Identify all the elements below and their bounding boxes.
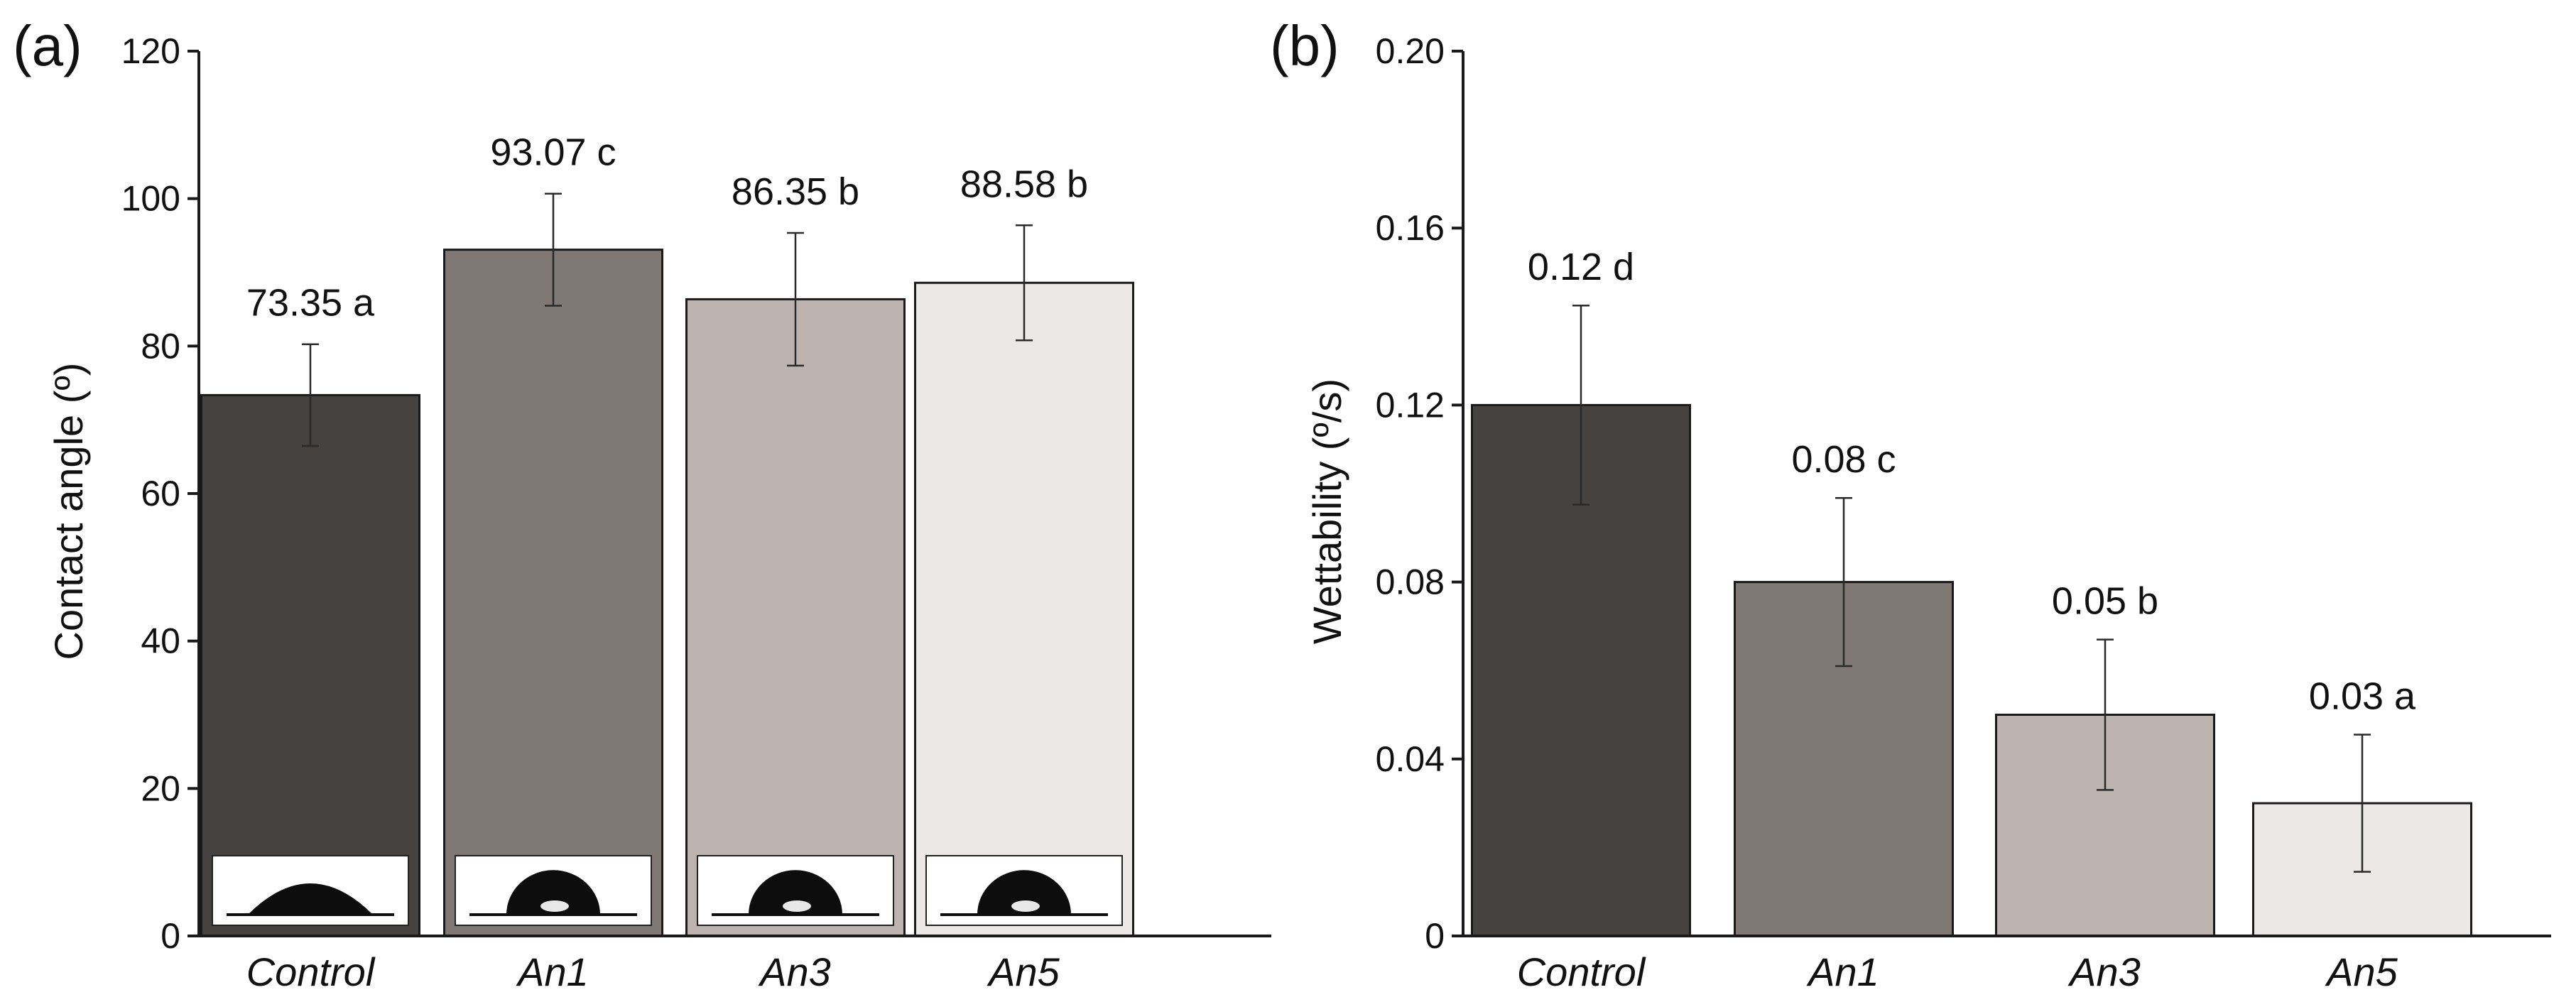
y-tick-label: 0.12 (1376, 385, 1445, 425)
y-tick-label: 100 (121, 179, 180, 219)
x-tick-label-an5: An5 (2325, 949, 2398, 994)
bar-an3 (685, 298, 906, 937)
droplet-an1-icon (455, 855, 652, 926)
bar-control (200, 393, 420, 937)
panel-a-bars (200, 249, 1134, 937)
x-tick-label-an3: An3 (2067, 949, 2141, 994)
bar-an5 (914, 281, 1134, 937)
y-tick-label: 0.04 (1376, 739, 1445, 779)
y-tick-label: 120 (121, 31, 180, 71)
panel-b-data-labels: 0.12 d 0.08 c 0.05 b 0.03 a (1528, 246, 2416, 717)
y-tick-label: 0 (161, 916, 180, 956)
y-tick-label: 0.16 (1376, 208, 1445, 248)
x-tick-label-control: Control (1517, 949, 1646, 994)
x-tick-label-an3: An3 (758, 949, 831, 994)
droplet-control-icon (212, 855, 409, 926)
y-tick-label: 0.20 (1376, 31, 1445, 71)
data-label-an3: 0.05 b (2052, 580, 2158, 623)
data-label-control: 73.35 a (246, 282, 375, 325)
data-label-an1: 93.07 c (490, 131, 616, 174)
panel-b-x-axis: Control An1 An3 An5 (1517, 949, 2398, 994)
panel-b-wettability: (b) Wettability (º/s) 00.040.080.120.160… (1270, 14, 2551, 994)
x-tick-label-an1: An1 (1806, 949, 1879, 994)
panel-a-label: (a) (13, 14, 82, 77)
panel-a-data-labels: 73.35 a 93.07 c 86.35 b 88.58 b (246, 131, 1088, 325)
y-tick-label: 60 (141, 474, 180, 513)
y-tick-label: 0 (1425, 916, 1445, 956)
panel-a-droplet-insets (212, 855, 1123, 926)
y-tick-label: 80 (141, 326, 180, 366)
droplet-an3-icon (697, 855, 894, 926)
y-tick-label: 20 (141, 768, 180, 808)
droplet-an5-icon (925, 855, 1123, 926)
y-tick-label: 0.08 (1376, 562, 1445, 602)
bar-an1 (443, 249, 663, 937)
panel-b-bars (1471, 403, 2472, 937)
y-tick-label: 40 (141, 621, 180, 661)
x-tick-label-control: Control (246, 949, 376, 994)
panel-b-y-axis: 0 0.04 0.08 0.12 0.16 0.20 (1376, 31, 1463, 956)
panel-a-y-axis: 0 20 40 60 80 100 120 (121, 31, 199, 956)
panel-a-x-axis: Control An1 An3 An5 (246, 949, 1060, 994)
panel-b-y-axis-title: Wettability (º/s) (1305, 379, 1349, 644)
data-label-an5: 88.58 b (960, 163, 1088, 205)
panel-b-label: (b) (1270, 14, 1339, 77)
data-label-control: 0.12 d (1528, 246, 1634, 288)
data-label-an5: 0.03 a (2309, 675, 2416, 718)
x-tick-label-an1: An1 (516, 949, 589, 994)
panel-b-error-bars (1572, 304, 2371, 873)
panel-a-y-axis-title: Contact angle (º) (46, 363, 91, 660)
x-tick-label-an5: An5 (987, 949, 1060, 994)
panel-a-error-bars (302, 192, 1033, 447)
data-label-an3: 86.35 b (732, 170, 859, 213)
panel-a-contact-angle: (a) Contact angle (º) 0 20 40 60 80 100 120 73… (13, 14, 1271, 994)
data-label-an1: 0.08 c (1791, 438, 1896, 481)
